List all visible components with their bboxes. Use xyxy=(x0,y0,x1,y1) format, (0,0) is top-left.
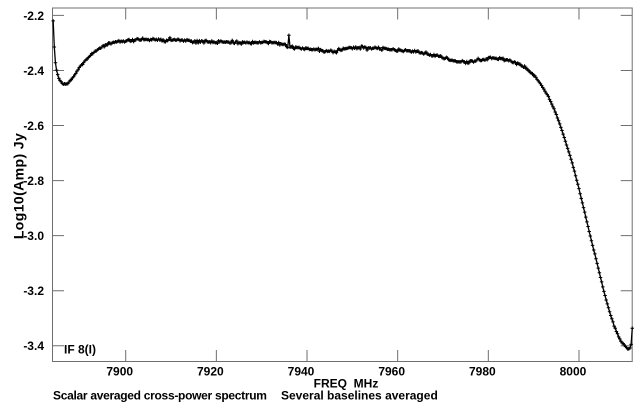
plot-frame xyxy=(52,7,633,362)
y-tick-label: -2.6 xyxy=(23,119,44,133)
x-tick-label: 7920 xyxy=(197,365,224,379)
data-layer xyxy=(51,19,634,351)
caption-right: Several baselines averaged xyxy=(281,389,438,403)
if-label: IF 8(I) xyxy=(64,343,96,357)
y-tick-label: -2.2 xyxy=(23,9,44,23)
y-tick-label: -2.4 xyxy=(23,64,44,78)
x-tick-label: 7940 xyxy=(288,365,315,379)
caption-left: Scalar averaged cross-power spectrum xyxy=(53,389,267,403)
x-tick-label: 7960 xyxy=(378,365,405,379)
y-tick-label: -3.2 xyxy=(23,284,44,298)
axes-layer xyxy=(52,7,633,362)
x-tick-label: 7900 xyxy=(106,365,133,379)
y-tick-label: -3.4 xyxy=(23,339,44,353)
text-layer: Log10(Amp) Jy FREQ MHz Scalar averaged c… xyxy=(11,9,587,403)
y-axis-title: Log10(Amp) Jy xyxy=(11,133,27,239)
y-tick-label: -3.0 xyxy=(23,229,44,243)
x-tick-label: 7980 xyxy=(469,365,496,379)
x-axis-title: FREQ MHz xyxy=(314,377,379,391)
y-tick-label: -2.8 xyxy=(23,174,44,188)
x-tick-label: 8000 xyxy=(560,365,587,379)
spectrum-markers xyxy=(51,19,634,351)
